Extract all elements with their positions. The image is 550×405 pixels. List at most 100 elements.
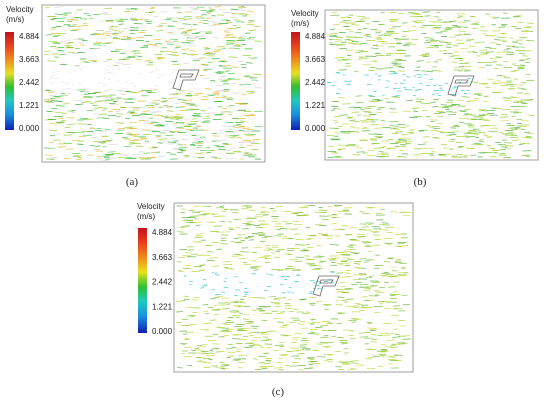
velocity-vector: [388, 286, 396, 288]
obstacle-outline: [447, 75, 475, 97]
velocity-vector: [152, 146, 158, 148]
colorbar-tick-label: 2.442: [305, 78, 326, 87]
velocity-vector: [339, 114, 348, 116]
velocity-vector: [332, 11, 338, 14]
velocity-vector: [105, 139, 113, 141]
velocity-vector: [349, 119, 356, 121]
velocity-vector: [142, 110, 150, 112]
velocity-vector: [210, 348, 218, 350]
velocity-vector: [79, 150, 88, 152]
panel-label: (c): [272, 386, 285, 398]
velocity-vector: [436, 70, 443, 72]
velocity-vector: [353, 81, 358, 83]
panel-label: (b): [414, 176, 427, 188]
velocity-vector: [381, 152, 389, 154]
velocity-vector: [186, 37, 196, 39]
velocity-vector: [95, 100, 102, 102]
velocity-vector: [399, 262, 407, 265]
velocity-vector: [64, 93, 72, 95]
velocity-vector: [444, 82, 449, 84]
velocity-vector: [128, 66, 132, 69]
velocity-vector: [320, 325, 328, 327]
velocity-vector: [108, 143, 118, 146]
velocity-vector: [135, 39, 144, 42]
velocity-vector: [237, 118, 246, 120]
velocity-vector: [392, 65, 402, 67]
velocity-vector: [501, 32, 507, 35]
velocity-vector: [244, 76, 253, 78]
velocity-vector: [141, 87, 146, 90]
velocity-vector: [345, 275, 353, 278]
velocity-vector: [223, 65, 232, 67]
velocity-vector: [169, 87, 174, 90]
velocity-vector: [139, 120, 145, 122]
velocity-vector: [241, 43, 247, 46]
velocity-vector: [89, 145, 96, 147]
velocity-vector: [64, 39, 71, 41]
velocity-vector: [54, 6, 64, 8]
velocity-vector: [190, 349, 196, 351]
velocity-vector: [74, 69, 80, 71]
velocity-vector: [366, 93, 370, 96]
velocity-vector: [175, 119, 183, 121]
velocity-vector: [220, 237, 227, 239]
velocity-vector: [220, 75, 227, 77]
velocity-vector: [397, 87, 401, 89]
velocity-vector: [255, 288, 259, 290]
velocity-vector: [501, 108, 511, 111]
velocity-vector: [234, 276, 238, 278]
velocity-vector: [398, 343, 408, 345]
velocity-vector: [52, 17, 58, 20]
velocity-vector: [309, 328, 318, 331]
velocity-vector: [180, 211, 186, 214]
velocity-vector: [365, 348, 372, 350]
velocity-vector: [152, 100, 161, 102]
velocity-vector: [447, 140, 455, 142]
velocity-vector: [314, 211, 323, 213]
velocity-vector: [238, 9, 246, 12]
velocity-vector: [284, 267, 293, 270]
velocity-vector: [233, 333, 242, 336]
velocity-vector: [243, 153, 253, 155]
velocity-vector: [344, 39, 351, 41]
velocity-vector: [416, 60, 424, 62]
velocity-vector: [348, 14, 354, 16]
velocity-vector: [359, 74, 364, 77]
velocity-vector: [386, 339, 396, 341]
velocity-vector: [192, 135, 197, 137]
velocity-vector: [445, 26, 455, 29]
velocity-vector: [214, 274, 220, 276]
velocity-vector: [527, 114, 535, 116]
velocity-vector: [186, 103, 196, 105]
velocity-vector: [364, 307, 373, 309]
velocity-vector: [200, 351, 207, 353]
velocity-vector: [150, 121, 159, 124]
velocity-vector: [223, 88, 230, 91]
velocity-vector: [351, 321, 356, 323]
velocity-vector: [383, 261, 391, 263]
velocity-vector: [398, 140, 408, 142]
velocity-vector: [392, 336, 401, 338]
velocity-vector: [443, 52, 448, 55]
velocity-vector: [226, 21, 233, 23]
legend-title: (m/s): [6, 15, 25, 24]
velocity-vector: [332, 156, 341, 158]
velocity-vector: [312, 282, 316, 284]
panel: Velocity(m/s) 4.884 3.663 2.442 1.221 0.000 (b…: [291, 9, 539, 188]
velocity-vector: [341, 343, 348, 345]
velocity-vector: [479, 125, 487, 127]
velocity-vector: [183, 18, 193, 20]
velocity-vector: [242, 318, 250, 320]
velocity-vector: [145, 20, 153, 22]
velocity-vector: [231, 346, 237, 349]
velocity-vector: [199, 277, 203, 279]
velocity-vector: [158, 24, 164, 26]
velocity-vector: [363, 288, 371, 290]
velocity-vector: [327, 361, 334, 363]
velocity-vector: [209, 352, 214, 354]
velocity-vector: [202, 22, 209, 25]
velocity-vector: [368, 69, 375, 72]
velocity-vector: [125, 117, 131, 120]
velocity-vector: [68, 71, 71, 74]
velocity-vector: [50, 129, 58, 132]
